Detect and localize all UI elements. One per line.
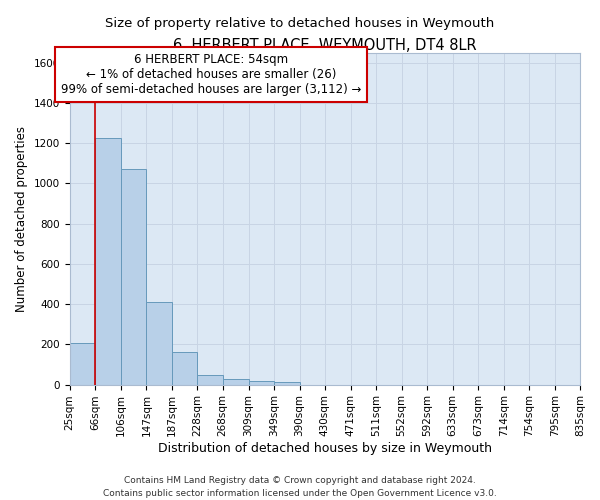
- Bar: [172, 352, 197, 384]
- Title: 6, HERBERT PLACE, WEYMOUTH, DT4 8LR: 6, HERBERT PLACE, WEYMOUTH, DT4 8LR: [173, 38, 476, 52]
- Bar: [223, 379, 248, 384]
- Bar: [274, 382, 299, 384]
- Text: Size of property relative to detached houses in Weymouth: Size of property relative to detached ho…: [106, 18, 494, 30]
- Bar: [197, 375, 223, 384]
- Y-axis label: Number of detached properties: Number of detached properties: [15, 126, 28, 312]
- X-axis label: Distribution of detached houses by size in Weymouth: Distribution of detached houses by size …: [158, 442, 492, 455]
- Bar: [248, 381, 274, 384]
- Bar: [121, 169, 146, 384]
- Text: 6 HERBERT PLACE: 54sqm
← 1% of detached houses are smaller (26)
99% of semi-deta: 6 HERBERT PLACE: 54sqm ← 1% of detached …: [61, 53, 362, 96]
- Bar: [95, 138, 121, 384]
- Text: Contains HM Land Registry data © Crown copyright and database right 2024.
Contai: Contains HM Land Registry data © Crown c…: [103, 476, 497, 498]
- Bar: [70, 344, 95, 384]
- Bar: [146, 302, 172, 384]
